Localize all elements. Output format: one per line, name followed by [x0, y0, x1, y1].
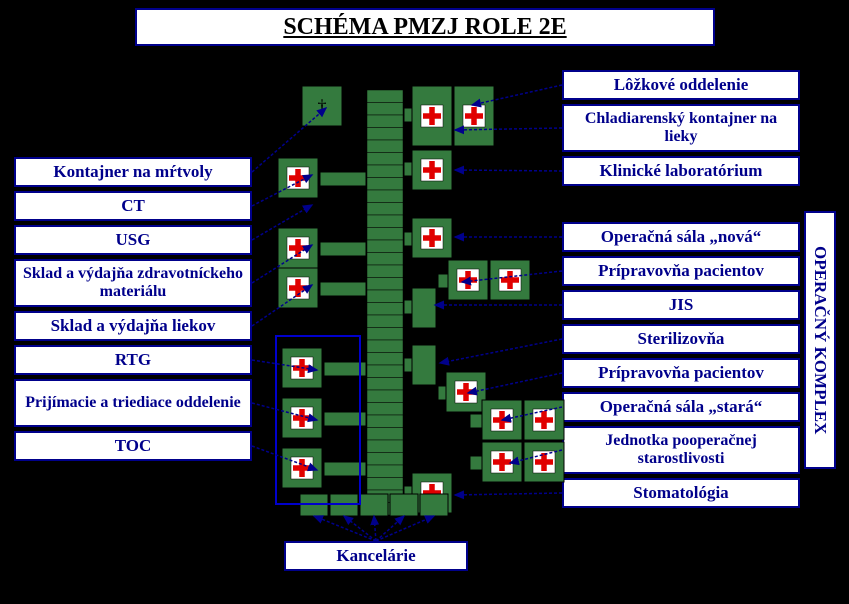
label-box: Sklad a výdajňa liekov	[14, 311, 252, 341]
label-box: Jednotka pooperačnej starostlivosti	[562, 426, 800, 474]
label-box: Prípravovňa pacientov	[562, 256, 800, 286]
label-box: Stomatológia	[562, 478, 800, 508]
title-text: SCHÉMA PMZJ ROLE 2E	[283, 14, 566, 41]
label-box: Sterilizovňa	[562, 324, 800, 354]
label-box: Lôžkové oddelenie	[562, 70, 800, 100]
label-box: Klinické laboratórium	[562, 156, 800, 186]
label-box: Operačná sála „nová“	[562, 222, 800, 252]
label-box: Operačná sála „stará“	[562, 392, 800, 422]
label-box: USG	[14, 225, 252, 255]
label-box: Kancelárie	[284, 541, 468, 571]
label-box: TOC	[14, 431, 252, 461]
label-box: Prípravovňa pacientov	[562, 358, 800, 388]
label-box: RTG	[14, 345, 252, 375]
label-box: Kontajner na mŕtvoly	[14, 157, 252, 187]
label-box: JIS	[562, 290, 800, 320]
svg-text:†: †	[318, 96, 327, 116]
label-box: Prijímacie a triediace oddelenie	[14, 379, 252, 427]
title-box: SCHÉMA PMZJ ROLE 2E	[135, 8, 715, 46]
label-box: CT	[14, 191, 252, 221]
vertical-label: OPERAČNÝ KOMPLEX	[804, 211, 836, 469]
label-box: Chladiarenský kontajner na lieky	[562, 104, 800, 152]
label-box: Sklad a výdajňa zdravotníckeho materiálu	[14, 259, 252, 307]
